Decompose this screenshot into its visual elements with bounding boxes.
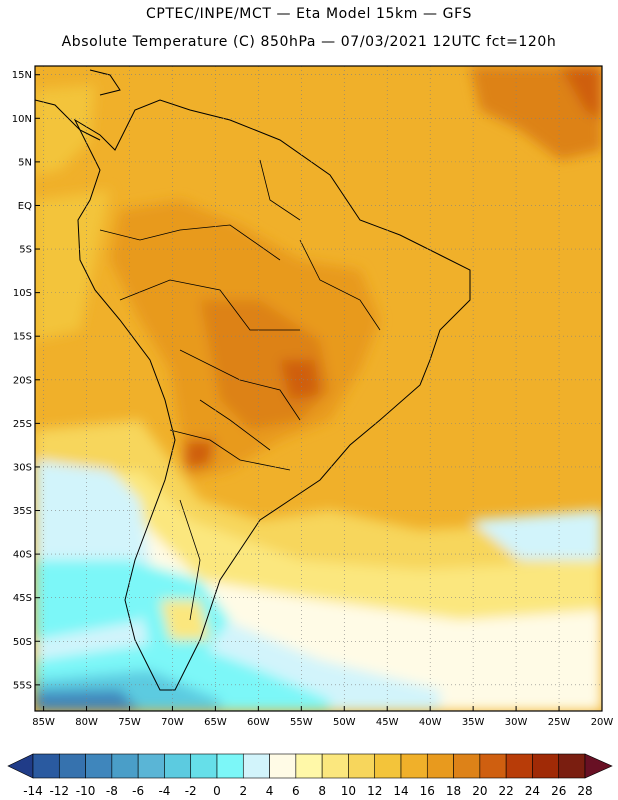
colorbar-label: 18	[446, 784, 461, 798]
country-borders	[99, 159, 381, 621]
lon-label: 30W	[505, 717, 528, 728]
lat-label: 55S	[13, 680, 32, 691]
lon-label: 20W	[591, 717, 614, 728]
colorbar-swatch	[348, 753, 376, 779]
lon-label: 50W	[333, 717, 356, 728]
lat-label: 25S	[13, 419, 32, 430]
colorbar-swatch	[374, 753, 402, 779]
colorbar-swatch	[190, 753, 218, 779]
longitude-labels: 85W 80W 75W 70W 65W 60W 55W 50W 45W 40W 35W 30W 25W 2…	[32, 717, 613, 728]
colorbar-label: 20	[472, 784, 487, 798]
colorbar-label: 24	[525, 784, 540, 798]
colorbar-label: -14	[23, 784, 43, 798]
colorbar-max-arrow	[584, 753, 613, 779]
colorbar-swatch	[164, 753, 192, 779]
lon-label: 70W	[161, 717, 184, 728]
colorbar-swatch	[400, 753, 428, 779]
colorbar-label: 16	[420, 784, 435, 798]
colorbar-swatch	[321, 753, 349, 779]
lat-label: 30S	[13, 462, 32, 473]
lat-label: 10S	[13, 288, 32, 299]
lat-label: 35S	[13, 506, 32, 517]
lat-label: 50S	[13, 637, 32, 648]
lat-label: 20S	[13, 375, 32, 386]
colorbar-swatch	[295, 753, 323, 779]
colorbar-swatch	[453, 753, 481, 779]
colorbar-swatch	[85, 753, 113, 779]
colorbar-swatch	[111, 753, 139, 779]
map-title-line-1: CPTEC/INPE/MCT — Eta Model 15km — GFS	[145, 6, 473, 22]
lat-label: 15S	[13, 332, 32, 343]
latitude-labels: 15N 10N 5N EQ 5S 10S 15S 20S 25S 30S 35S 40S 45S 50S 5…	[12, 70, 32, 691]
colorbar-label: 8	[318, 784, 326, 798]
lon-label: 45W	[376, 717, 399, 728]
colorbar-label: 26	[551, 784, 566, 798]
lon-label: 85W	[32, 717, 55, 728]
colorbar-swatch	[269, 753, 297, 779]
colorbar-swatch	[137, 753, 165, 779]
lon-label: 40W	[419, 717, 442, 728]
colorbar-swatch	[426, 753, 454, 779]
temperature-field	[35, 66, 602, 711]
colorbar-swatch	[216, 753, 244, 779]
colorbar-label: 0	[213, 784, 221, 798]
lat-label: 15N	[12, 70, 32, 81]
lon-label: 55W	[290, 717, 313, 728]
colorbar-label: -12	[49, 784, 69, 798]
colorbar-labels: -14 -12 -10 -8 -6 -4 -2 0 2 4 6 8 10 12 14 16 18 20 22 24 26…	[23, 784, 592, 798]
colorbar-label: -4	[158, 784, 170, 798]
colorbar-swatch	[32, 753, 60, 779]
map-title-line-2: Absolute Temperature (C) 850hPa — 07/03/…	[61, 34, 557, 50]
colorbar-label: 4	[266, 784, 274, 798]
lat-label: 10N	[12, 114, 32, 125]
colorbar-swatch	[58, 753, 86, 779]
axis-ticks	[35, 74, 603, 711]
coastline	[73, 99, 471, 691]
lat-label: 5N	[18, 157, 32, 168]
lon-label: 60W	[247, 717, 270, 728]
colorbar-label: -10	[76, 784, 96, 798]
colorbar-label: -8	[106, 784, 118, 798]
colorbar-min-arrow	[7, 753, 34, 779]
lat-label: EQ	[18, 201, 32, 212]
colorbar-label: 22	[499, 784, 514, 798]
lon-label: 75W	[118, 717, 141, 728]
colorbar-swatch	[242, 753, 270, 779]
colorbar-label: -2	[185, 784, 197, 798]
lon-label: 80W	[75, 717, 98, 728]
colorbar-label: 12	[367, 784, 382, 798]
lon-label: 25W	[548, 717, 571, 728]
colorbar-label: 10	[341, 784, 356, 798]
graticule	[35, 66, 603, 711]
lat-label: 45S	[13, 593, 32, 604]
colorbar-label: 6	[292, 784, 300, 798]
colorbar-swatch	[479, 753, 507, 779]
colorbar-label: 2	[239, 784, 247, 798]
map-frame	[34, 65, 603, 712]
lat-label: 5S	[19, 245, 32, 256]
colorbar-label: 14	[393, 784, 408, 798]
lon-label: 35W	[462, 717, 485, 728]
colorbar-swatch	[532, 753, 560, 779]
lat-label: 40S	[13, 550, 32, 561]
colorbar-swatch	[505, 753, 533, 779]
lon-label: 65W	[204, 717, 227, 728]
colorbar-label: 28	[577, 784, 592, 798]
colorbar-label: -6	[132, 784, 144, 798]
colorbar-swatch	[558, 753, 586, 779]
colorbar	[7, 753, 613, 779]
